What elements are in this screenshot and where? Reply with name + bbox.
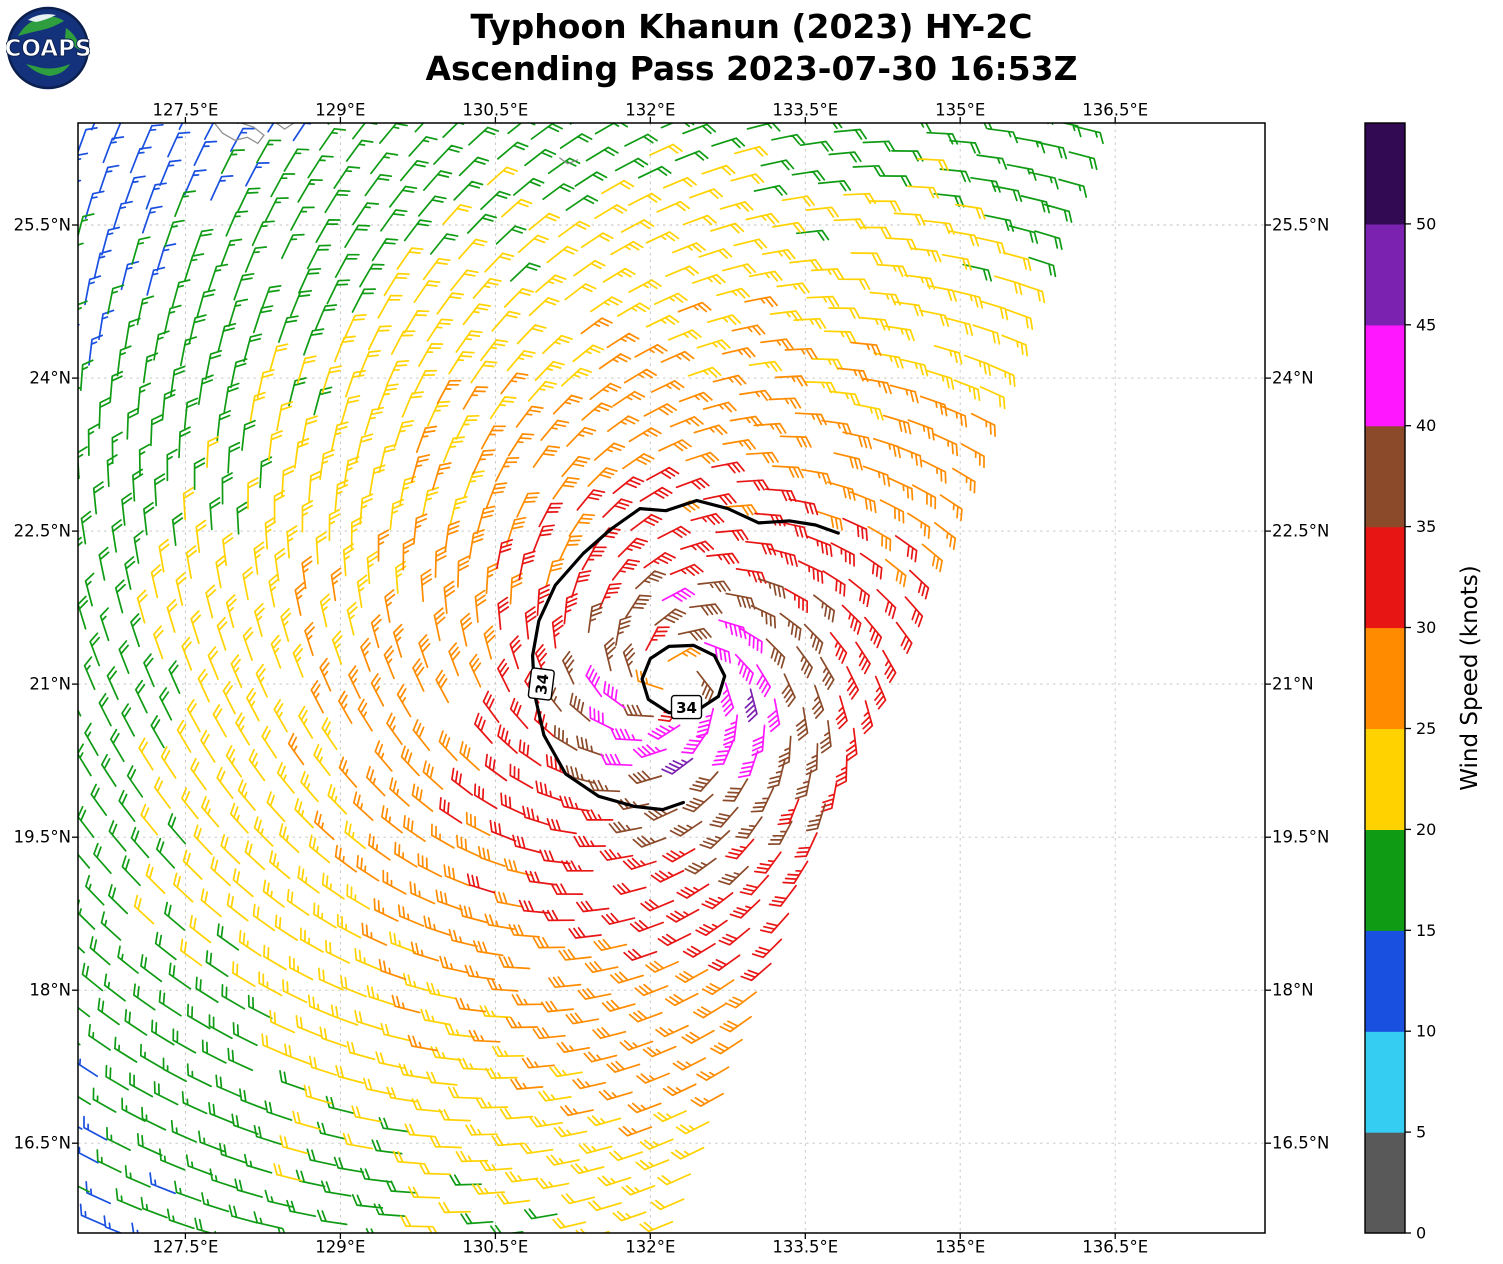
globe-land-east <box>65 28 80 50</box>
lon-tick-label-bottom: 133.5°E <box>772 1237 839 1257</box>
lon-tick-label-bottom: 132°E <box>625 1237 676 1257</box>
figure-title: Typhoon Khanun (2023) HY-2C Ascending Pa… <box>0 6 1503 90</box>
contour-34kt <box>531 498 840 812</box>
lat-tick-label-right: 24°N <box>1272 368 1314 388</box>
axis-ticks <box>72 117 1271 1239</box>
lat-tick-label-left: 25.5°N <box>13 215 71 235</box>
svg-text:34: 34 <box>532 673 552 696</box>
lon-tick-label-top: 135°E <box>935 100 986 120</box>
coaps-logo-globe: COAPS <box>4 6 92 90</box>
colorbar-tick-label: 50 <box>1416 214 1436 233</box>
colorbar-border <box>1364 122 1406 1234</box>
colorbar-tick-label: 20 <box>1416 820 1436 839</box>
gridlines <box>78 123 1265 1233</box>
plot-border <box>77 122 1266 1234</box>
lat-tick-label-right: 22.5°N <box>1272 521 1330 541</box>
lon-tick-label-top: 127.5°E <box>152 100 219 120</box>
colorbar-tick-label: 35 <box>1416 517 1436 536</box>
wind-barbs <box>287 296 996 1137</box>
colorbar-tick-label: 0 <box>1416 1224 1426 1243</box>
colorbar-band <box>1365 930 1405 1032</box>
globe-land-north <box>18 16 64 36</box>
lon-tick-label-bottom: 136.5°E <box>1082 1237 1149 1257</box>
colorbar-band <box>1365 526 1405 629</box>
colorbar-tick-label: 25 <box>1416 719 1436 738</box>
contour-34kt <box>640 643 727 715</box>
lat-tick-label-right: 19.5°N <box>1272 827 1330 847</box>
lon-tick-label-top: 133.5°E <box>772 100 839 120</box>
colorbar-tick-label: 30 <box>1416 618 1436 637</box>
colorbar-band <box>1365 627 1405 729</box>
colorbar-tick-label: 5 <box>1416 1123 1426 1142</box>
colorbar-label: Wind Speed (knots) <box>1457 565 1483 791</box>
lat-tick-label-right: 16.5°N <box>1272 1133 1330 1153</box>
lon-tick-label-bottom: 129°E <box>315 1237 366 1257</box>
colorbar-band <box>1365 829 1405 931</box>
wind-barbs <box>133 143 1046 1233</box>
contour-label: 34 <box>670 694 703 720</box>
wind-barbs <box>661 688 758 775</box>
svg-text:34: 34 <box>676 699 697 717</box>
lat-tick-label-right: 18°N <box>1272 980 1314 1000</box>
colorbar-band <box>1365 728 1405 830</box>
lat-tick-label-left: 16.5°N <box>13 1133 71 1153</box>
coastline <box>213 123 579 165</box>
globe-ice-cap <box>28 14 56 22</box>
colorbar-band <box>1365 1132 1405 1234</box>
colorbar-band <box>1365 425 1405 528</box>
colorbar-tick-label: 15 <box>1416 921 1436 940</box>
lat-tick-label-right: 25.5°N <box>1272 215 1330 235</box>
lon-tick-label-top: 132°E <box>625 100 676 120</box>
globe-outline <box>6 6 90 90</box>
lon-tick-label-top: 130.5°E <box>462 100 529 120</box>
title-line-1: Typhoon Khanun (2023) HY-2C <box>470 7 1033 46</box>
logo-text: COAPS <box>6 36 90 62</box>
wind-barbs <box>78 123 312 1233</box>
lon-tick-label-top: 136.5°E <box>1082 100 1149 120</box>
lat-tick-label-left: 22.5°N <box>13 521 71 541</box>
lon-tick-label-bottom: 127.5°E <box>152 1237 219 1257</box>
lon-tick-label-bottom: 135°E <box>935 1237 986 1257</box>
globe-land-south <box>26 64 70 76</box>
lat-tick-label-left: 19.5°N <box>13 827 71 847</box>
lat-tick-label-left: 24°N <box>29 368 71 388</box>
colorbar-band <box>1365 223 1405 326</box>
wind-barbs <box>544 570 836 886</box>
colorbar: 0 5 10 15 20 25 30 35 40 45 50 <box>1364 122 1436 1243</box>
contour-label: 34 <box>527 667 555 701</box>
colorbar-tick-label: 40 <box>1416 416 1436 435</box>
lat-tick-label-left: 18°N <box>29 980 71 1000</box>
lat-tick-label-right: 21°N <box>1272 674 1314 694</box>
wind-map-plot: 34 34 <box>72 117 1271 1239</box>
colorbar-tick-label: 10 <box>1416 1022 1436 1041</box>
wind-barbs <box>439 461 930 982</box>
colorbar-tick-label: 45 <box>1416 315 1436 334</box>
coaps-logo: COAPS <box>4 6 92 90</box>
title-line-2: Ascending Pass 2023-07-30 16:53Z <box>425 49 1078 88</box>
wind-barbs <box>78 123 1104 1233</box>
lon-tick-label-bottom: 130.5°E <box>462 1237 529 1257</box>
wind-barbs <box>585 587 781 779</box>
colorbar-band <box>1365 324 1405 427</box>
lat-tick-label-left: 21°N <box>29 674 71 694</box>
colorbar-band <box>1365 1031 1405 1133</box>
lon-tick-label-top: 129°E <box>315 100 366 120</box>
colorbar-band <box>1365 123 1405 225</box>
